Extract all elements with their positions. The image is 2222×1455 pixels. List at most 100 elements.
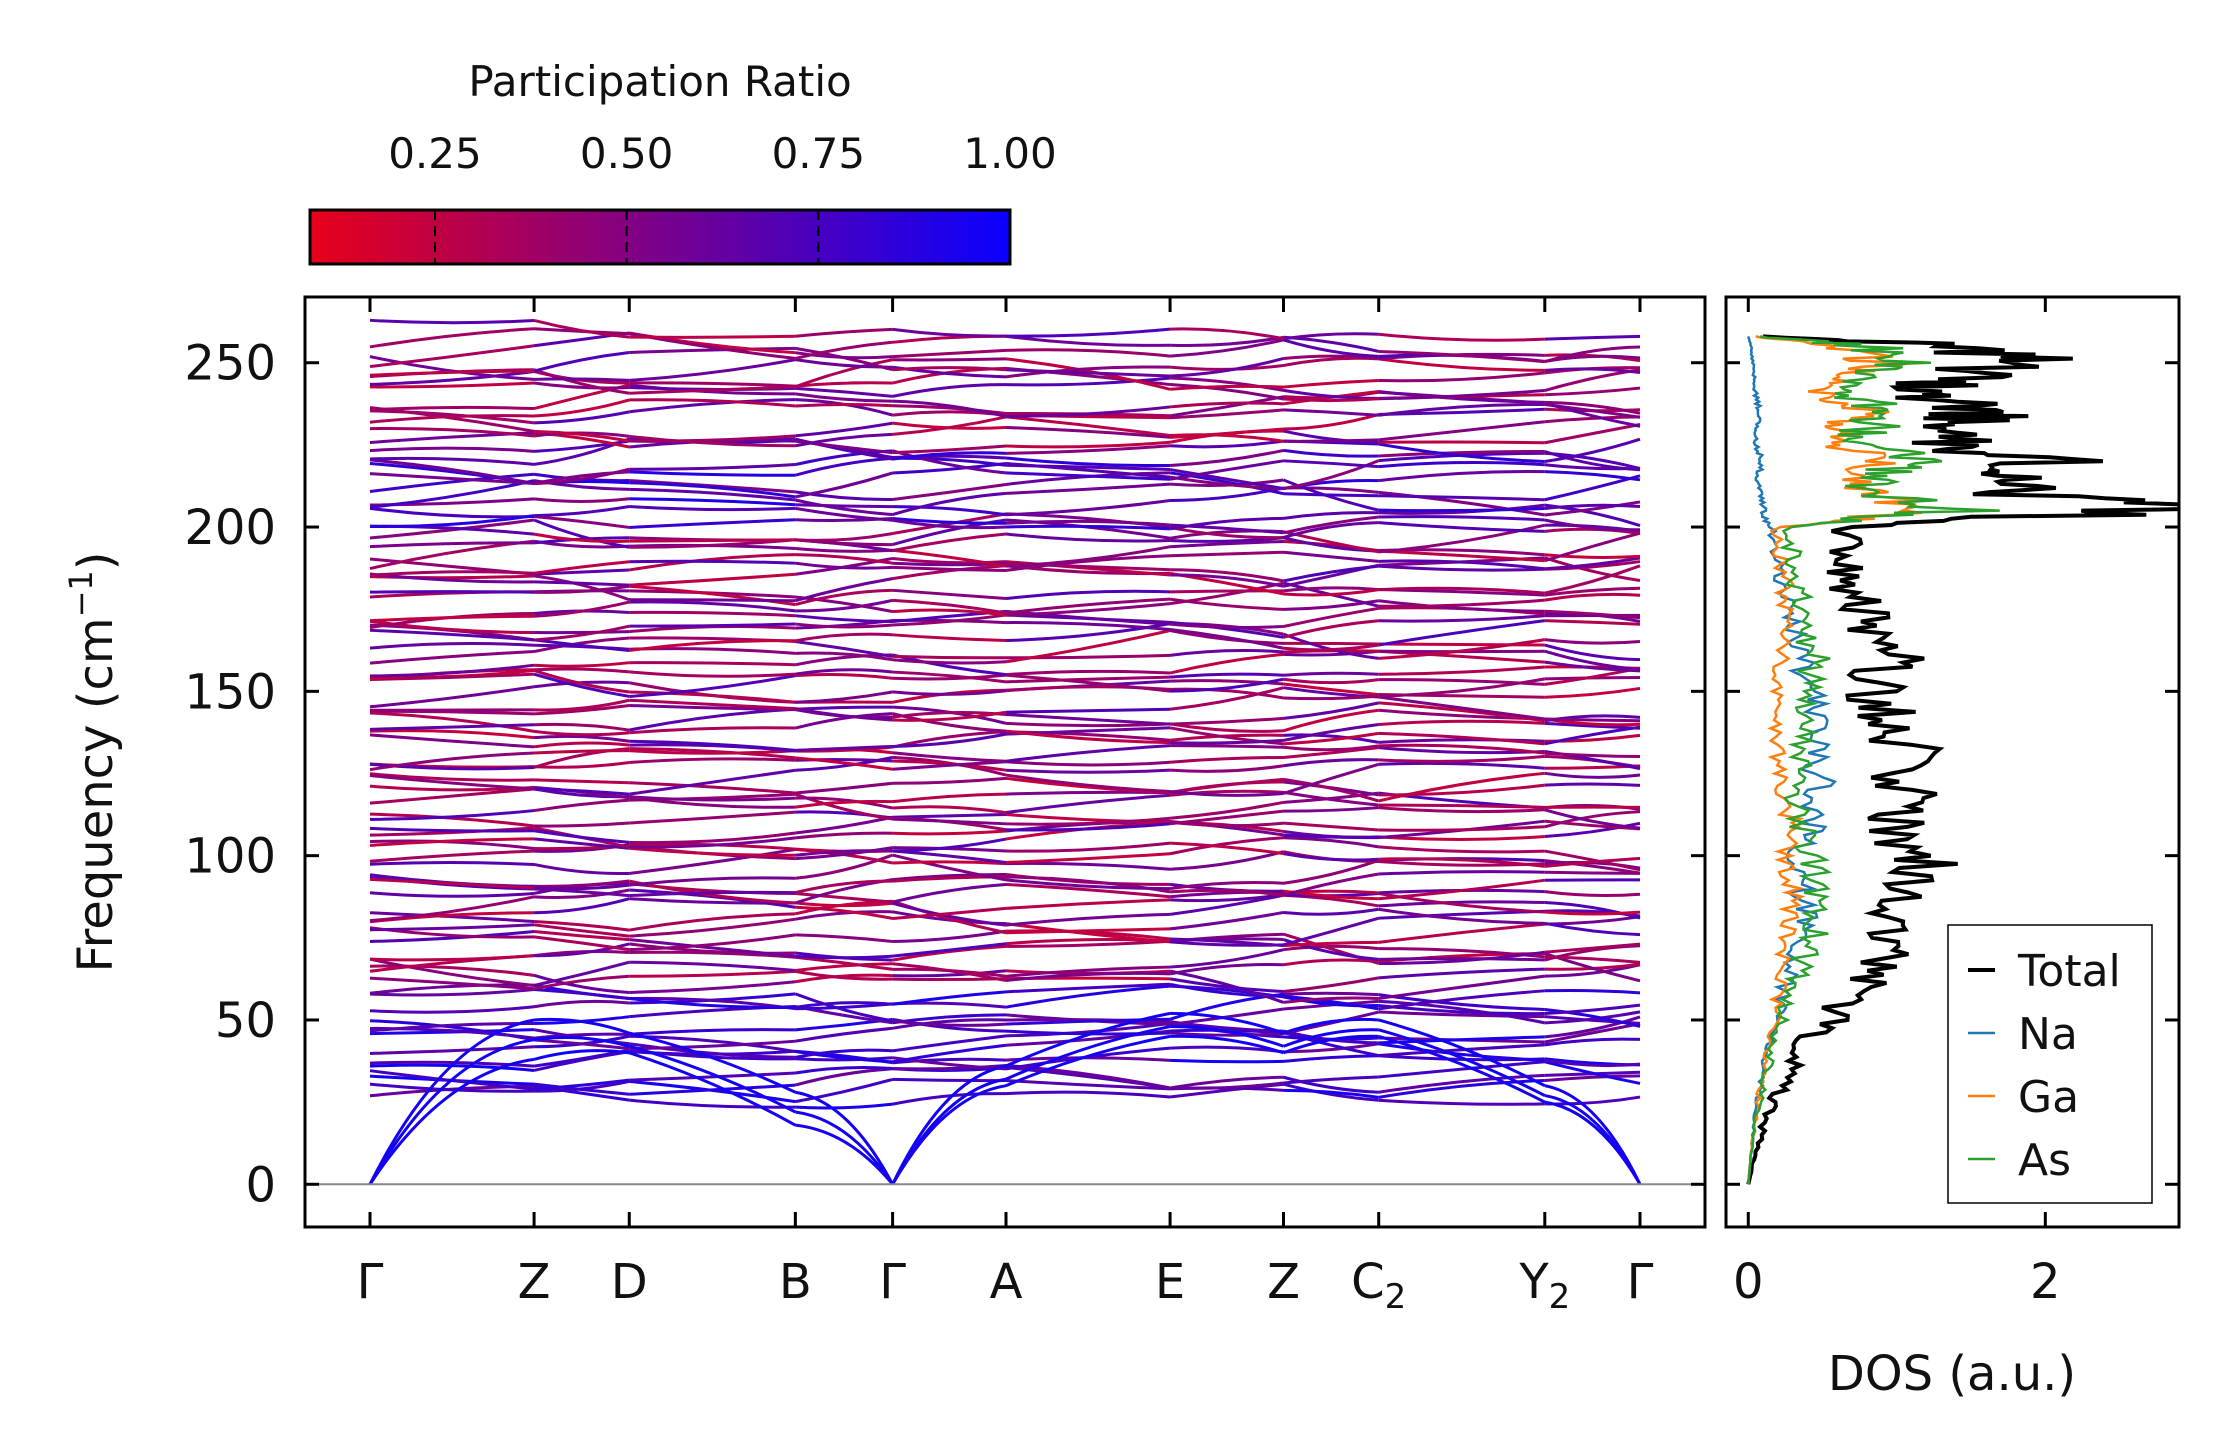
band-branch [1544,856,1641,868]
band-branch [1544,586,1641,597]
acoustic-branch [1170,1034,1284,1055]
band-branch [1170,433,1284,443]
band-branch [1283,332,1379,341]
band-branch [795,392,893,403]
band-branch [1544,1058,1641,1068]
band-branch [1378,1098,1545,1106]
band-branch [1544,415,1641,424]
band-branch [892,906,1007,920]
band-branch [892,673,1007,681]
band-branch [1005,965,1171,978]
band-branch [1378,870,1545,876]
band-branch [1283,762,1380,795]
band-branch [1378,598,1545,608]
band-branch [369,809,535,821]
band-branch [1283,459,1379,469]
band-branch [534,410,630,425]
band-branch [369,541,535,549]
band-branch [1169,448,1284,467]
band-branch [1005,629,1171,664]
band-branch [892,658,1007,665]
band-branch [892,505,1007,517]
band-branch [1544,592,1641,602]
band-branch [1378,503,1545,515]
band-branch [369,409,535,425]
band-branch [1378,371,1545,383]
band-branch [795,973,893,984]
band-panel: 0 50 100 150 200 250 Γ Z D B Γ A E Z C2 Y2 Γ Frequency … [62,295,1707,1317]
band-branch [1283,944,1379,952]
band-branch [1283,996,1379,1004]
acoustic-branch [533,1017,630,1035]
band-branch [1544,638,1641,645]
band-branch [369,628,535,642]
band-branch [892,491,1007,517]
band-branch [892,901,1007,927]
band-branch [1169,628,1284,650]
band-branch [892,348,1007,359]
band-branch [533,935,630,952]
band-branch [1169,581,1284,606]
band-branch [369,405,535,412]
band-branch [1283,397,1379,403]
band-branch [533,624,630,642]
band-branch [892,882,1007,904]
band-branch [369,663,535,678]
band-branch [1544,500,1641,517]
band-branch [795,421,893,438]
band-branch [892,327,1007,338]
band-branch [629,334,796,339]
band-branch [794,712,893,730]
band-branch [1378,771,1545,803]
band-branch [1005,773,1171,794]
band-branch [629,487,796,502]
colorbar-ticks: 0.25 0.50 0.75 1.00 [388,129,1057,264]
band-branch [629,661,796,667]
band-branch [795,532,893,542]
band-branch [1378,974,1545,1000]
band-branch [1283,1054,1379,1063]
band-branch [795,439,893,455]
band-branch [795,386,893,398]
acoustic-branch [1170,1025,1285,1048]
acoustic-branch [533,1036,630,1048]
band-branch [369,711,535,733]
band-branch [892,1018,1007,1030]
band-branch [629,933,796,952]
band-branch [1005,971,1171,983]
band-branch [795,831,893,840]
band-branch [1169,940,1284,947]
band-branch [1544,649,1641,671]
band-branch [1005,415,1171,437]
band-branch [1006,621,1171,632]
band-branch [629,690,796,704]
acoustic-branch [628,1031,797,1094]
band-branch [795,796,893,810]
band-branch [1169,1075,1284,1090]
band-branch [1169,686,1284,711]
band-branch [1283,733,1379,744]
band-branch [795,1077,893,1104]
band-branch [1005,348,1171,358]
band-branch [795,351,893,360]
band-branch [892,837,1007,853]
band-branch [892,1043,1007,1064]
band-branch [1170,408,1284,420]
dos-y-ticks [1726,361,2179,1186]
band-branch [1283,1088,1379,1099]
kpoint-label: Z [518,1254,551,1310]
band-branch [369,849,535,863]
band-branch [1378,907,1545,925]
band-branch [1169,401,1284,409]
band-branch [533,381,630,390]
band-branch [1544,890,1641,897]
band-branch [892,1001,1007,1009]
band-branch [1169,893,1284,903]
band-branch [1282,478,1380,512]
band-branch [533,973,630,994]
band-branch [795,622,893,629]
band-branch [533,636,630,654]
band-branch [1378,806,1545,814]
band-branch [1544,921,1641,937]
band-branch [1169,395,1284,418]
